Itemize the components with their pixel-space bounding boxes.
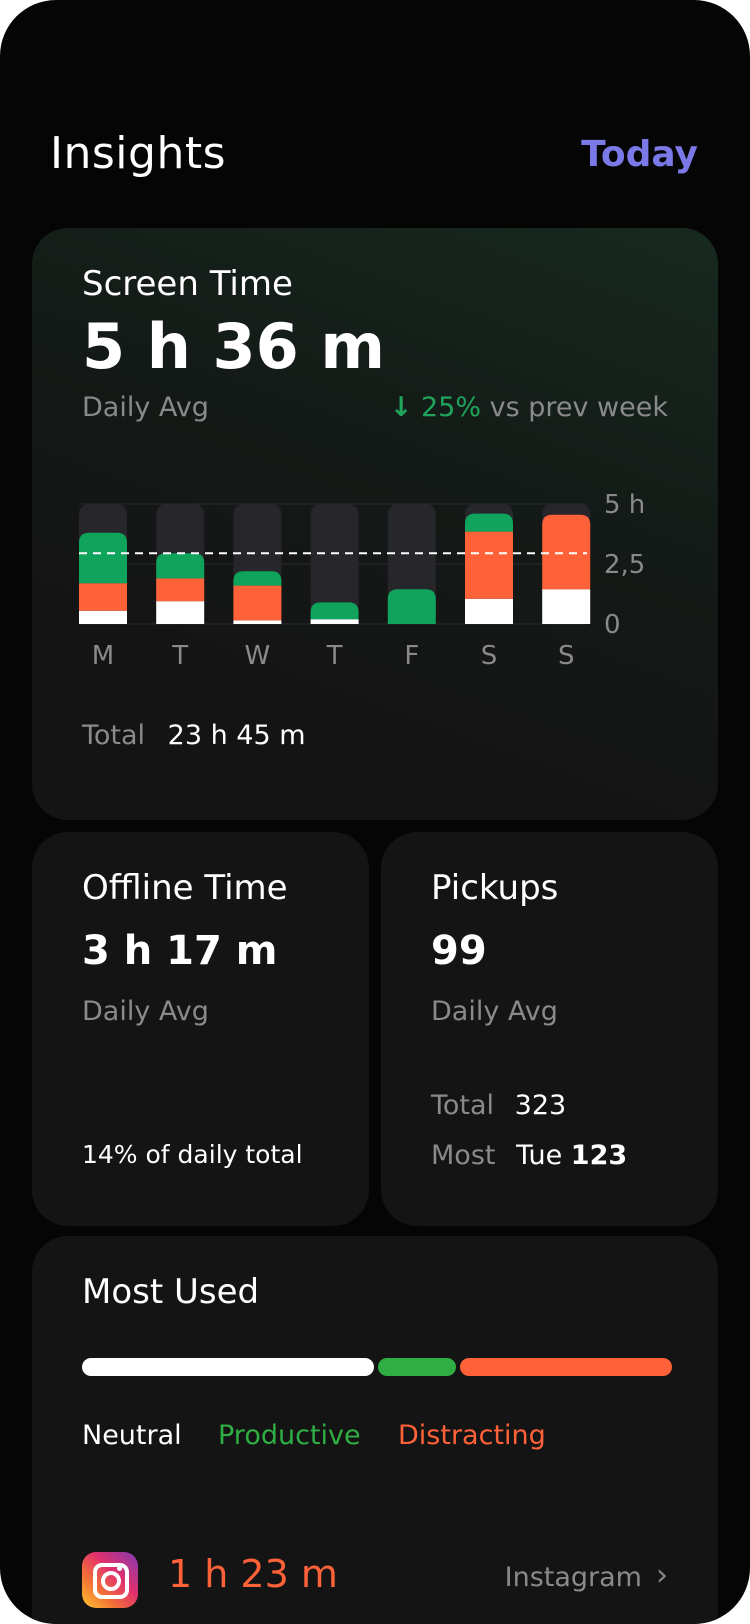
weekly-screen-time-chart: 0 2,5 5 h M T W T F S S (79, 490, 645, 671)
x-tick-label: F (404, 641, 419, 671)
x-tick-label: T (171, 641, 188, 671)
offline-time-value: 3 h 17 m (82, 928, 278, 974)
pickups-total-value: 323 (514, 1090, 567, 1121)
y-tick-label: 0 (604, 610, 621, 640)
pickups-most-value: 123 (570, 1140, 628, 1171)
bar-track (310, 504, 359, 624)
bar-segment-productive (310, 602, 359, 620)
legend-distracting: Distracting (398, 1420, 546, 1451)
x-tick-label: S (481, 641, 498, 671)
offline-time-card[interactable]: Offline Time 3 h 17 m Daily Avg 14% of d… (32, 832, 369, 1226)
page-title: Insights (50, 128, 227, 179)
x-tick-label: M (92, 641, 114, 671)
usage-bar-productive (378, 1358, 456, 1376)
pickups-avg-label: Daily Avg (431, 996, 558, 1027)
change-suffix: vs prev week (489, 392, 668, 423)
screen-time-change: ↓ 25% vs prev week (390, 392, 668, 423)
period-selector-link[interactable]: Today (581, 134, 698, 175)
x-tick-label: W (245, 641, 271, 671)
screen-time-avg-label: Daily Avg (82, 392, 209, 423)
bar-segment-neutral (465, 598, 513, 624)
legend-neutral: Neutral (82, 1420, 182, 1451)
usage-bar-neutral (82, 1358, 374, 1376)
y-tick-label: 2,5 (604, 550, 645, 580)
pickups-value: 99 (431, 928, 487, 974)
pickups-total-label: Total (431, 1090, 495, 1121)
bar-segment-distracting (542, 514, 591, 590)
bar-segment-distracting (79, 583, 127, 611)
bar-segment-neutral (156, 601, 205, 624)
offline-time-avg-label: Daily Avg (82, 996, 209, 1027)
change-percent: 25% (421, 392, 482, 423)
bar-segment-distracting (465, 531, 513, 599)
screen-time-title: Screen Time (82, 264, 293, 304)
arrow-down-icon: ↓ (389, 392, 413, 423)
pickups-total: Total 323 (431, 1090, 566, 1121)
total-value: 23 h 45 m (167, 720, 306, 751)
offline-share-text: 14% of daily total (82, 1140, 303, 1169)
pickups-most-day: Tue (516, 1140, 563, 1171)
bar-segment-productive (156, 553, 205, 579)
pickups-title: Pickups (431, 868, 559, 908)
offline-time-title: Offline Time (82, 868, 288, 908)
bar-segment-distracting (156, 578, 205, 602)
x-tick-label: T (326, 641, 343, 671)
app-usage-time: 1 h 23 m (168, 1552, 338, 1596)
screen-time-card[interactable]: Screen Time 5 h 36 m Daily Avg ↓ 25% vs … (32, 228, 718, 820)
instagram-icon[interactable] (82, 1552, 138, 1608)
screen-time-value: 5 h 36 m (82, 310, 385, 383)
pickups-card[interactable]: Pickups 99 Daily Avg Total 323 Most Tue … (381, 832, 718, 1226)
most-used-card: Most Used Neutral Productive Distracting… (32, 1236, 718, 1624)
bar-segment-productive (79, 532, 127, 584)
bar-segment-neutral (542, 589, 591, 624)
bar-segment-neutral (79, 610, 127, 624)
total-label: Total (82, 720, 146, 751)
screen-time-total: Total 23 h 45 m (82, 720, 306, 751)
pickups-most: Most Tue 123 (431, 1140, 627, 1171)
y-tick-label: 5 h (604, 490, 645, 520)
bar-segment-productive (465, 513, 513, 532)
bar-segment-productive (233, 571, 282, 586)
pickups-most-label: Most (431, 1140, 496, 1171)
app-name-link[interactable]: Instagram (504, 1562, 642, 1593)
bar-segment-productive (387, 589, 436, 624)
usage-bar-distracting (460, 1358, 672, 1376)
bar-segment-distracting (233, 585, 282, 621)
bar-segment-neutral (233, 620, 282, 624)
x-tick-label: S (558, 641, 575, 671)
chevron-right-icon[interactable]: › (656, 1558, 668, 1593)
most-used-title: Most Used (82, 1272, 260, 1312)
bar-segment-neutral (310, 619, 359, 624)
legend-productive: Productive (218, 1420, 361, 1451)
